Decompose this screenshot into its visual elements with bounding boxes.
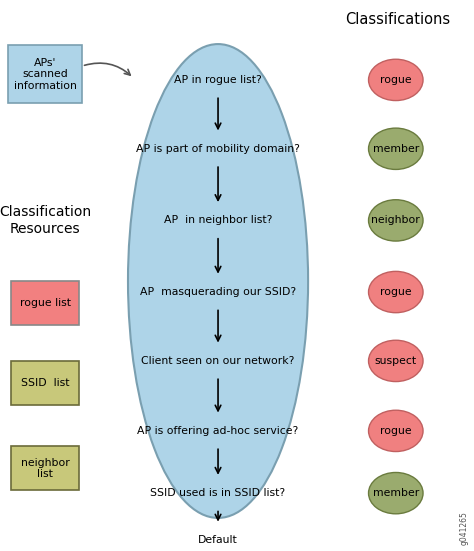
Ellipse shape xyxy=(368,473,423,514)
Text: AP is offering ad-hoc service?: AP is offering ad-hoc service? xyxy=(137,426,299,436)
Text: g041265: g041265 xyxy=(459,512,468,545)
FancyBboxPatch shape xyxy=(8,46,82,104)
Text: Classification
Resources: Classification Resources xyxy=(0,206,91,235)
Text: AP  masquerading our SSID?: AP masquerading our SSID? xyxy=(140,287,296,297)
Text: suspect: suspect xyxy=(375,356,417,366)
Ellipse shape xyxy=(128,44,308,518)
Text: Default: Default xyxy=(198,535,238,545)
Text: neighbor: neighbor xyxy=(372,215,420,225)
Ellipse shape xyxy=(368,341,423,381)
Ellipse shape xyxy=(368,272,423,313)
FancyBboxPatch shape xyxy=(11,281,79,325)
Text: Classifications: Classifications xyxy=(346,12,451,27)
Text: APs'
scanned
information: APs' scanned information xyxy=(14,58,76,91)
FancyBboxPatch shape xyxy=(11,446,79,490)
Text: member: member xyxy=(373,488,419,498)
Text: rogue: rogue xyxy=(380,426,411,436)
Text: AP is part of mobility domain?: AP is part of mobility domain? xyxy=(136,144,300,154)
Text: SSID used is in SSID list?: SSID used is in SSID list? xyxy=(150,488,286,498)
Text: neighbor
list: neighbor list xyxy=(21,457,69,479)
Text: rogue list: rogue list xyxy=(19,298,71,308)
Text: rogue: rogue xyxy=(380,287,411,297)
Ellipse shape xyxy=(368,199,423,241)
Text: AP  in neighbor list?: AP in neighbor list? xyxy=(164,215,272,225)
Ellipse shape xyxy=(368,410,423,452)
Ellipse shape xyxy=(368,59,423,100)
Text: rogue: rogue xyxy=(380,75,411,85)
Text: Client seen on our network?: Client seen on our network? xyxy=(141,356,295,366)
FancyBboxPatch shape xyxy=(11,361,79,405)
Text: member: member xyxy=(373,144,419,154)
Text: AP in rogue list?: AP in rogue list? xyxy=(174,75,262,85)
Text: SSID  list: SSID list xyxy=(21,378,69,388)
Ellipse shape xyxy=(368,128,423,170)
